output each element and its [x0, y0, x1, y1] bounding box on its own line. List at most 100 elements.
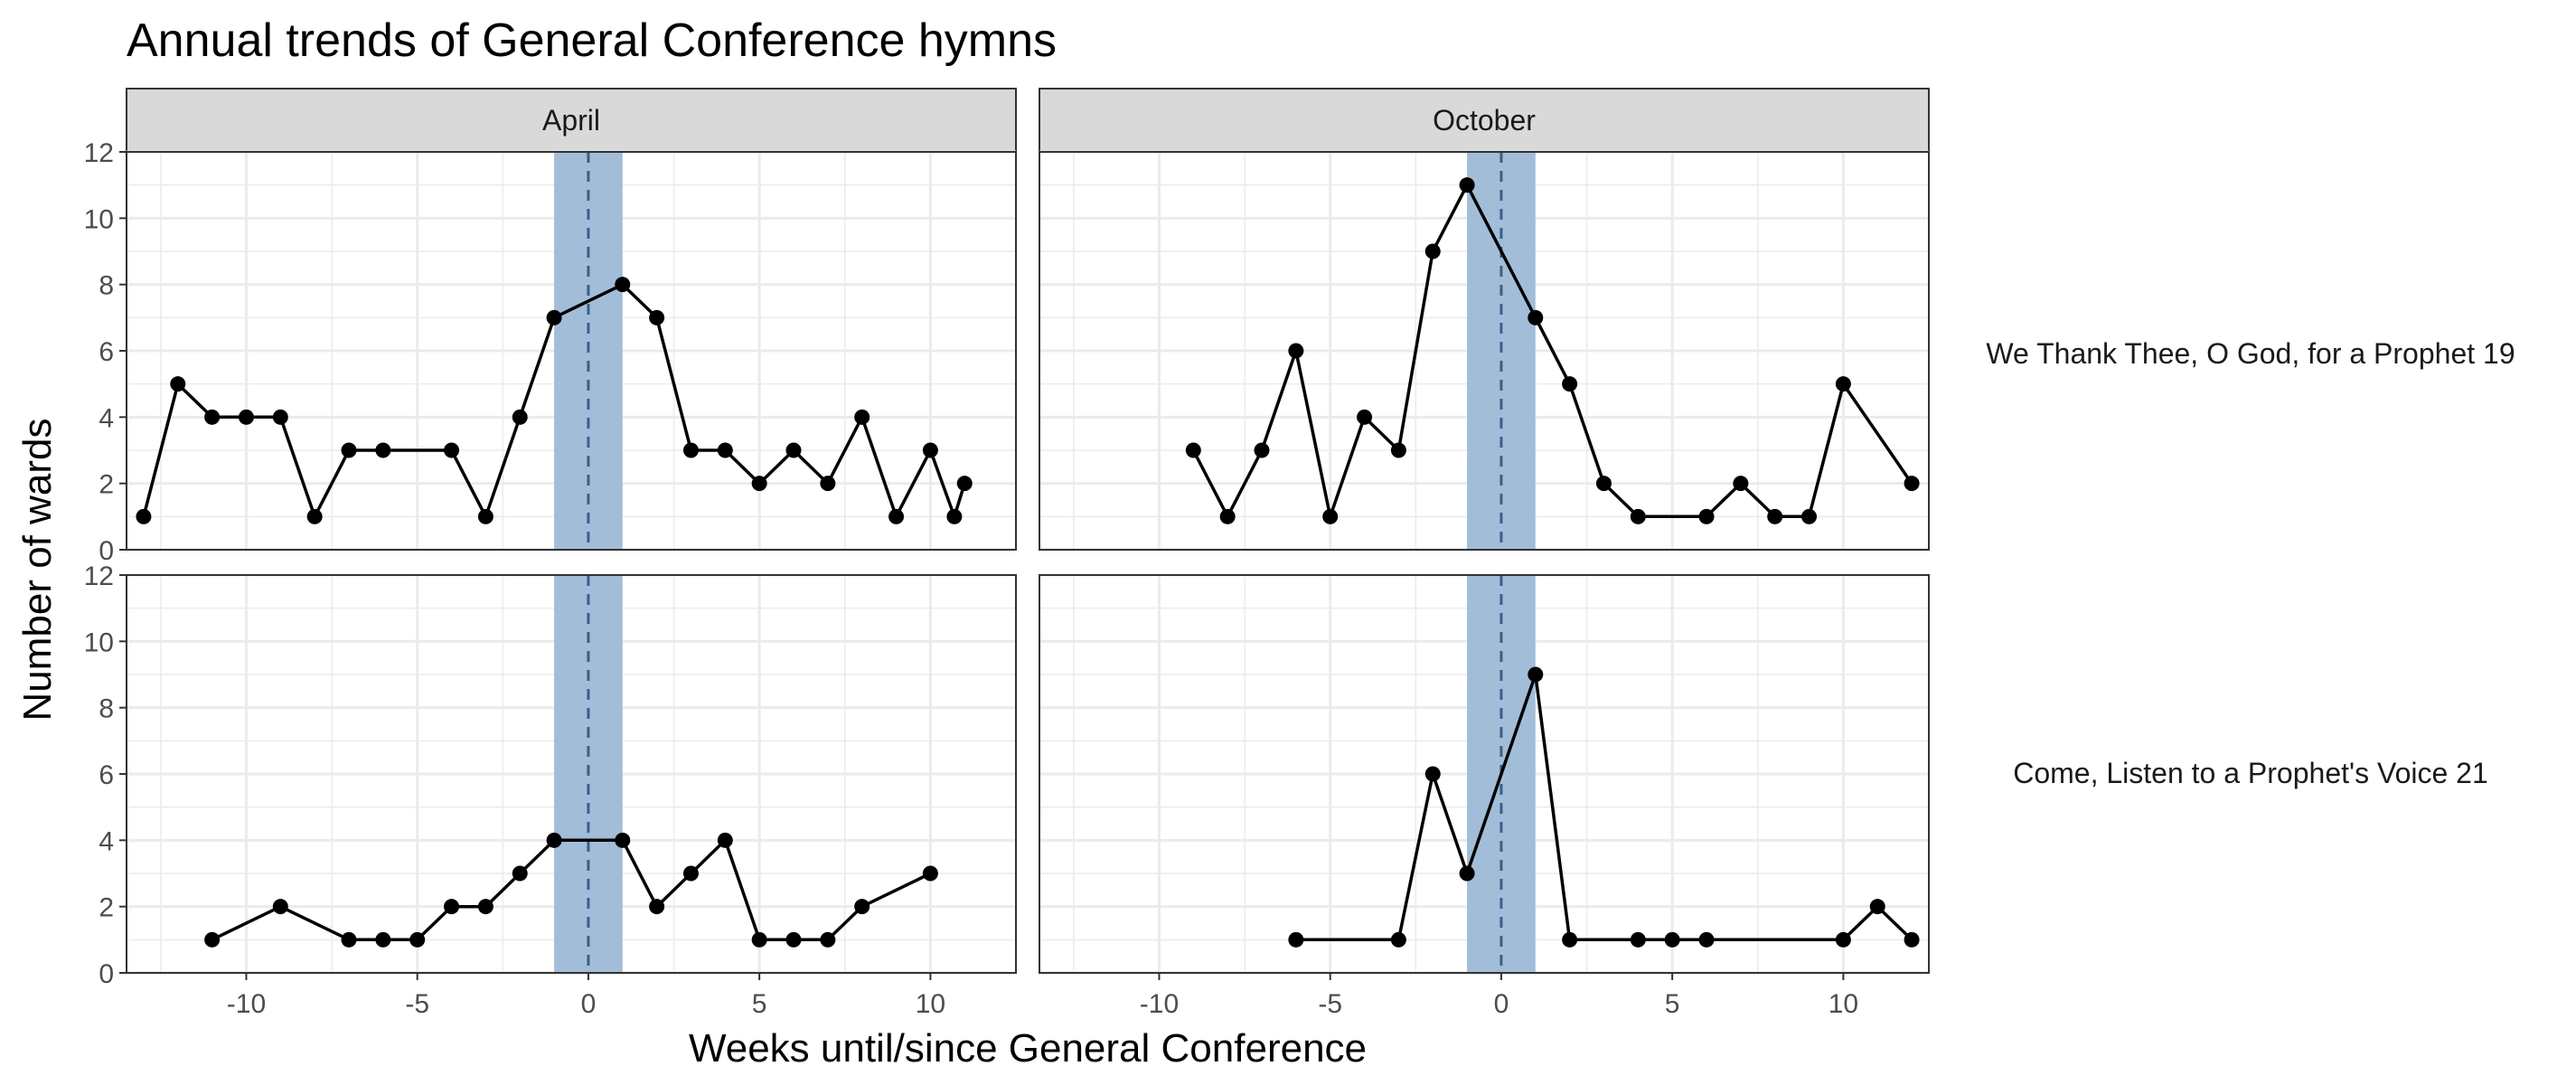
data-point: [785, 931, 802, 948]
data-point: [1288, 343, 1304, 359]
x-tick-label: -5: [405, 989, 429, 1019]
data-point: [1254, 442, 1270, 458]
data-point: [1801, 508, 1818, 524]
data-point: [649, 309, 665, 326]
data-point: [170, 376, 186, 392]
data-point: [1459, 865, 1475, 882]
data-point: [854, 899, 870, 915]
panel-october-row-0: [1039, 150, 1930, 552]
row-label-come-listen: Come, Listen to a Prophet's Voice 21: [2013, 757, 2488, 789]
data-point: [512, 409, 528, 425]
data-point: [409, 931, 426, 948]
data-point: [375, 931, 391, 948]
strip-april: April: [126, 88, 1017, 153]
data-point: [272, 899, 288, 915]
data-point: [649, 899, 665, 915]
data-point: [1459, 177, 1475, 193]
y-tick-label: 4: [99, 403, 114, 433]
data-point: [751, 476, 767, 492]
y-axis-title: Number of wards: [15, 418, 60, 721]
x-axis-title: Weeks until/since General Conference: [689, 1026, 1367, 1071]
data-point: [1835, 376, 1851, 392]
chart-title: Annual trends of General Conference hymn…: [127, 14, 1057, 67]
y-tick-label: 4: [99, 826, 114, 856]
data-point: [1390, 442, 1406, 458]
data-point: [477, 508, 494, 524]
strip-october-background: [1039, 88, 1930, 153]
data-point: [1835, 931, 1851, 948]
x-tick-label: -5: [1318, 989, 1342, 1019]
y-tick-label: 10: [84, 627, 114, 657]
row-label-we-thank-thee: We Thank Thee, O God, for a Prophet 19: [1986, 337, 2515, 370]
data-point: [546, 832, 562, 848]
data-point: [820, 931, 836, 948]
y-tick-label: 6: [99, 760, 114, 790]
data-point: [375, 442, 391, 458]
x-tick-label: 0: [1494, 989, 1509, 1019]
y-tick-label: 12: [84, 138, 114, 168]
data-point: [717, 442, 733, 458]
x-tick-label: 10: [916, 989, 945, 1019]
data-point: [751, 931, 767, 948]
data-point: [956, 476, 973, 492]
y-tick-label: 8: [99, 271, 114, 301]
data-point: [1185, 442, 1201, 458]
data-point: [615, 277, 631, 293]
data-point: [1562, 376, 1578, 392]
data-point: [1767, 508, 1783, 524]
data-point: [1288, 931, 1304, 948]
data-point: [272, 409, 288, 425]
data-point: [1424, 766, 1441, 782]
data-point: [1664, 931, 1680, 948]
x-tick-label: 0: [581, 989, 597, 1019]
data-point: [682, 442, 699, 458]
y-tick-label: 10: [84, 204, 114, 234]
y-tick-label: 0: [99, 959, 114, 989]
y-tick-label: 2: [99, 470, 114, 500]
panel-border: [1039, 574, 1930, 974]
panel-border: [1039, 151, 1930, 551]
data-point: [1698, 931, 1715, 948]
y-tick-label: 6: [99, 337, 114, 367]
data-point: [1424, 243, 1441, 259]
panel-october-row-1: -10 -5 0 5 10: [1039, 573, 1930, 1019]
y-tick-label: 2: [99, 893, 114, 923]
data-point: [1528, 666, 1544, 683]
data-point: [306, 508, 323, 524]
data-point: [341, 931, 357, 948]
strip-october: October: [1039, 88, 1930, 153]
x-tick-label: -10: [1140, 989, 1179, 1019]
data-point: [1219, 508, 1236, 524]
data-point: [946, 508, 963, 524]
data-point: [444, 899, 460, 915]
strip-april-label: April: [542, 104, 600, 137]
data-point: [204, 409, 221, 425]
data-point: [1562, 931, 1578, 948]
data-point: [204, 931, 221, 948]
y-tick-label: 8: [99, 694, 114, 724]
data-point: [1630, 931, 1646, 948]
panel-april-row-0: 0 2 4 6 8 10 12: [84, 138, 1017, 566]
data-point: [888, 508, 905, 524]
data-point: [922, 865, 938, 882]
x-tick-label: -10: [227, 989, 266, 1019]
data-point: [615, 832, 631, 848]
data-point: [477, 899, 494, 915]
series-line: [1295, 673, 1913, 942]
panel-april-row-1: 0 2 4 6 8 10 12 -10 -5 0 5 10: [84, 561, 1017, 1019]
strip-october-label: October: [1433, 104, 1536, 137]
data-point: [820, 476, 836, 492]
data-point: [444, 442, 460, 458]
data-point: [341, 442, 357, 458]
data-point: [1698, 508, 1715, 524]
data-point: [1528, 309, 1544, 326]
y-tick-label: 12: [84, 561, 114, 591]
x-tick-label: 10: [1829, 989, 1858, 1019]
data-point: [1733, 476, 1749, 492]
y-tick-label: 0: [99, 536, 114, 566]
data-point: [1595, 476, 1612, 492]
data-point: [785, 442, 802, 458]
data-point: [717, 832, 733, 848]
